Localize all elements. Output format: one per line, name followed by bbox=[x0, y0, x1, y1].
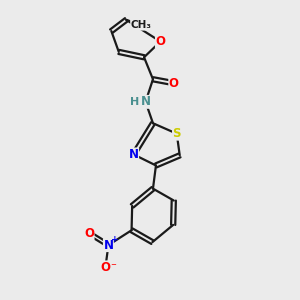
Text: ⁻: ⁻ bbox=[110, 262, 116, 272]
Text: O: O bbox=[100, 261, 110, 274]
Text: N: N bbox=[140, 95, 151, 108]
Text: S: S bbox=[172, 127, 181, 140]
Text: +: + bbox=[110, 235, 118, 244]
Text: O: O bbox=[84, 227, 94, 240]
Text: N: N bbox=[129, 148, 139, 161]
Text: H: H bbox=[130, 97, 139, 107]
Text: O: O bbox=[169, 76, 179, 90]
Text: CH₃: CH₃ bbox=[130, 20, 152, 30]
Text: O: O bbox=[155, 35, 165, 48]
Text: N: N bbox=[103, 238, 113, 252]
